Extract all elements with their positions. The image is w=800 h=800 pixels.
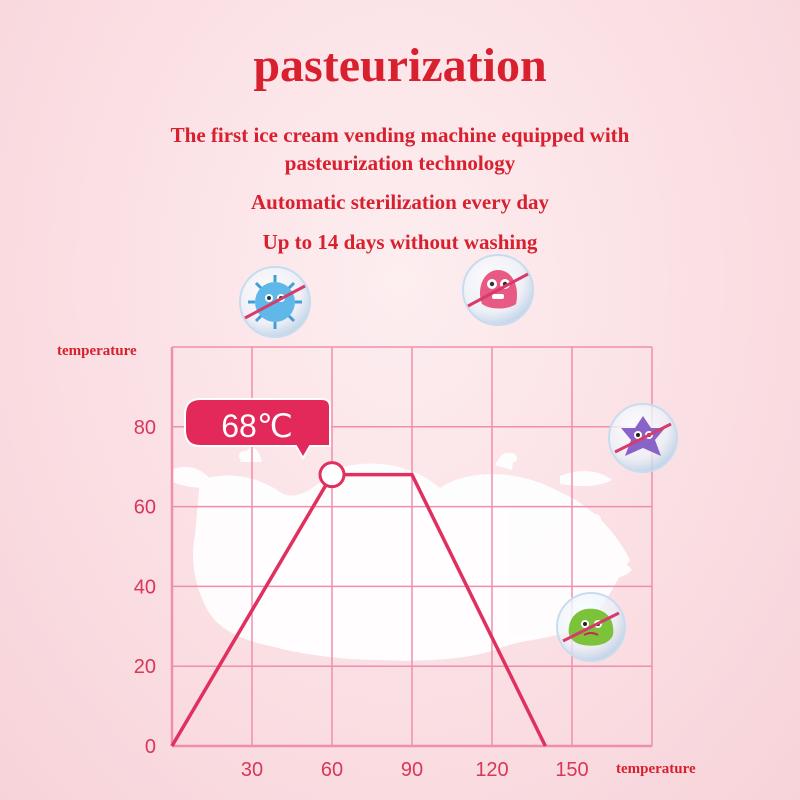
subtitle-line-4: Up to 14 days without washing: [262, 230, 538, 254]
peak-marker: [318, 461, 346, 489]
subtitle-line-2: pasteurization technology: [284, 151, 516, 175]
chart-grid: [170, 346, 653, 748]
tick-labels: 0 20 40 60 80 30 60 90 120 150: [134, 417, 589, 781]
series-line: [170, 472, 547, 747]
no-bacteria-green-icon: [556, 592, 626, 662]
x-tick-label: 30: [241, 759, 263, 781]
y-axis-label: temperature: [57, 343, 137, 359]
y-tick-label: 20: [134, 656, 156, 678]
no-bacteria-red-icon: [462, 254, 534, 326]
y-tick-label: 0: [145, 736, 156, 758]
no-bacteria-purple-icon: [608, 403, 678, 473]
page-title: pasteurization: [253, 39, 547, 92]
x-tick-label: 120: [475, 759, 508, 781]
y-tick-label: 60: [134, 497, 156, 519]
temperature-callout: 68℃: [184, 398, 331, 460]
subtitle-line-1: The first ice cream vending machine equi…: [170, 123, 630, 147]
x-axis-label: temperature: [616, 761, 696, 777]
no-bacteria-blue-icon: [239, 266, 311, 338]
x-tick-label: 90: [401, 759, 423, 781]
callout-label: 68℃: [221, 408, 293, 444]
x-tick-label: 60: [321, 759, 343, 781]
x-tick-label: 150: [555, 759, 588, 781]
subtitle-line-3: Automatic sterilization every day: [250, 190, 549, 214]
y-tick-label: 40: [134, 576, 156, 598]
y-tick-label: 80: [134, 417, 156, 439]
